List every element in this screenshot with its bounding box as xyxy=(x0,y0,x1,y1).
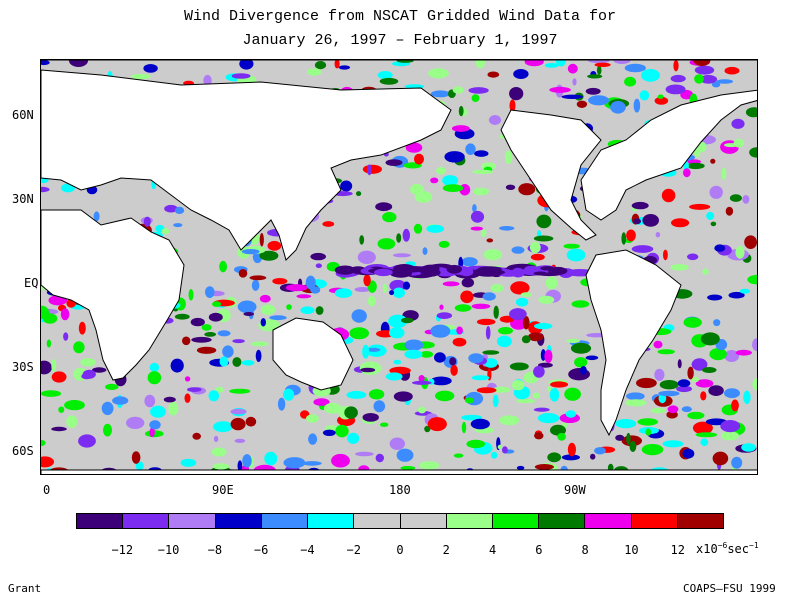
lat-label-30s: 30S xyxy=(12,360,34,374)
africa-landmass xyxy=(41,209,185,381)
colorbar-units: x10−6sec−1 xyxy=(696,541,759,556)
australia-landmass xyxy=(272,317,354,391)
colorbar-tick-label: 2 xyxy=(442,543,450,557)
colorbar-swatch-10 xyxy=(539,514,586,528)
colorbar-swatch-2 xyxy=(169,514,216,528)
colorbar-tick-label: −4 xyxy=(300,543,315,557)
colorbar-swatch-12 xyxy=(631,514,678,528)
land-masses xyxy=(41,60,757,474)
south-america-landmass xyxy=(585,249,682,437)
units-base: x10 xyxy=(696,542,718,556)
colorbar-swatch-4 xyxy=(261,514,309,528)
units-tail-exponent: −1 xyxy=(749,541,759,550)
credit-left: Grant xyxy=(8,582,42,595)
eurasia-landmass xyxy=(41,69,452,261)
colorbar-tick-label: 6 xyxy=(535,543,543,557)
colorbar-swatch-5 xyxy=(308,514,355,528)
map-panel xyxy=(40,59,758,475)
colorbar-swatch-11 xyxy=(585,514,632,528)
colorbar-swatch-13 xyxy=(677,514,724,528)
lat-label-60s: 60S xyxy=(12,444,34,458)
colorbar-swatch-8 xyxy=(446,514,493,528)
units-tail: sec xyxy=(727,542,750,556)
divergence-map xyxy=(41,60,757,474)
colorbar-tick-label: 8 xyxy=(581,543,589,557)
lon-label-90w: 90W xyxy=(564,483,586,497)
colorbar-swatch-6 xyxy=(354,514,401,528)
colorbar-swatch-7 xyxy=(400,514,447,528)
colorbar-tick-label: 12 xyxy=(670,543,685,557)
colorbar-swatch-0 xyxy=(77,514,124,528)
map-title-line1: Wind Divergence from NSCAT Gridded Wind … xyxy=(183,8,617,25)
colorbar-tick-label: −12 xyxy=(111,543,134,557)
lon-label-90e: 90E xyxy=(212,483,234,497)
north-america-landmass xyxy=(500,109,602,241)
colorbar-swatch-3 xyxy=(215,514,262,528)
colorbar-tick-label: −10 xyxy=(157,543,180,557)
colorbar xyxy=(76,513,724,529)
colorbar-swatch-9 xyxy=(492,514,540,528)
map-title-line2: January 26, 1997 – February 1, 1997 xyxy=(242,32,558,49)
colorbar-swatch-1 xyxy=(123,514,170,528)
europe-asia-landmass xyxy=(41,60,757,221)
lat-label-30n: 30N xyxy=(12,192,34,206)
lon-label-0: 0 xyxy=(43,483,51,497)
units-exponent: −6 xyxy=(717,541,728,550)
credit-right: COAPS–FSU 1999 xyxy=(683,582,776,595)
lon-label-180: 180 xyxy=(389,483,411,497)
colorbar-tick-label: −8 xyxy=(207,543,223,557)
colorbar-tick-label: 4 xyxy=(488,543,497,557)
antarctica-coast xyxy=(41,469,757,474)
colorbar-tick-label: −2 xyxy=(346,543,361,557)
colorbar-tick-label: 0 xyxy=(396,543,404,557)
colorbar-tick-label: 10 xyxy=(624,543,639,557)
lat-label-60n: 60N xyxy=(12,108,34,122)
lat-label-eq: EQ xyxy=(24,276,39,290)
colorbar-tick-label: −6 xyxy=(253,543,269,557)
